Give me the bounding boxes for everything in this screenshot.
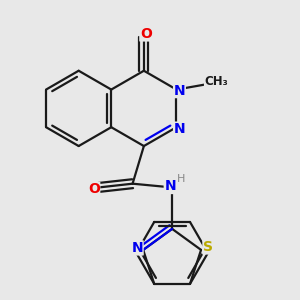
Text: O: O xyxy=(88,182,100,197)
Text: N: N xyxy=(174,84,185,98)
Text: N: N xyxy=(164,179,176,194)
Text: CH₃: CH₃ xyxy=(205,75,228,88)
Text: S: S xyxy=(203,240,213,254)
Text: N: N xyxy=(131,241,143,255)
Text: O: O xyxy=(140,27,152,41)
Text: H: H xyxy=(177,173,185,184)
Text: N: N xyxy=(174,122,185,136)
